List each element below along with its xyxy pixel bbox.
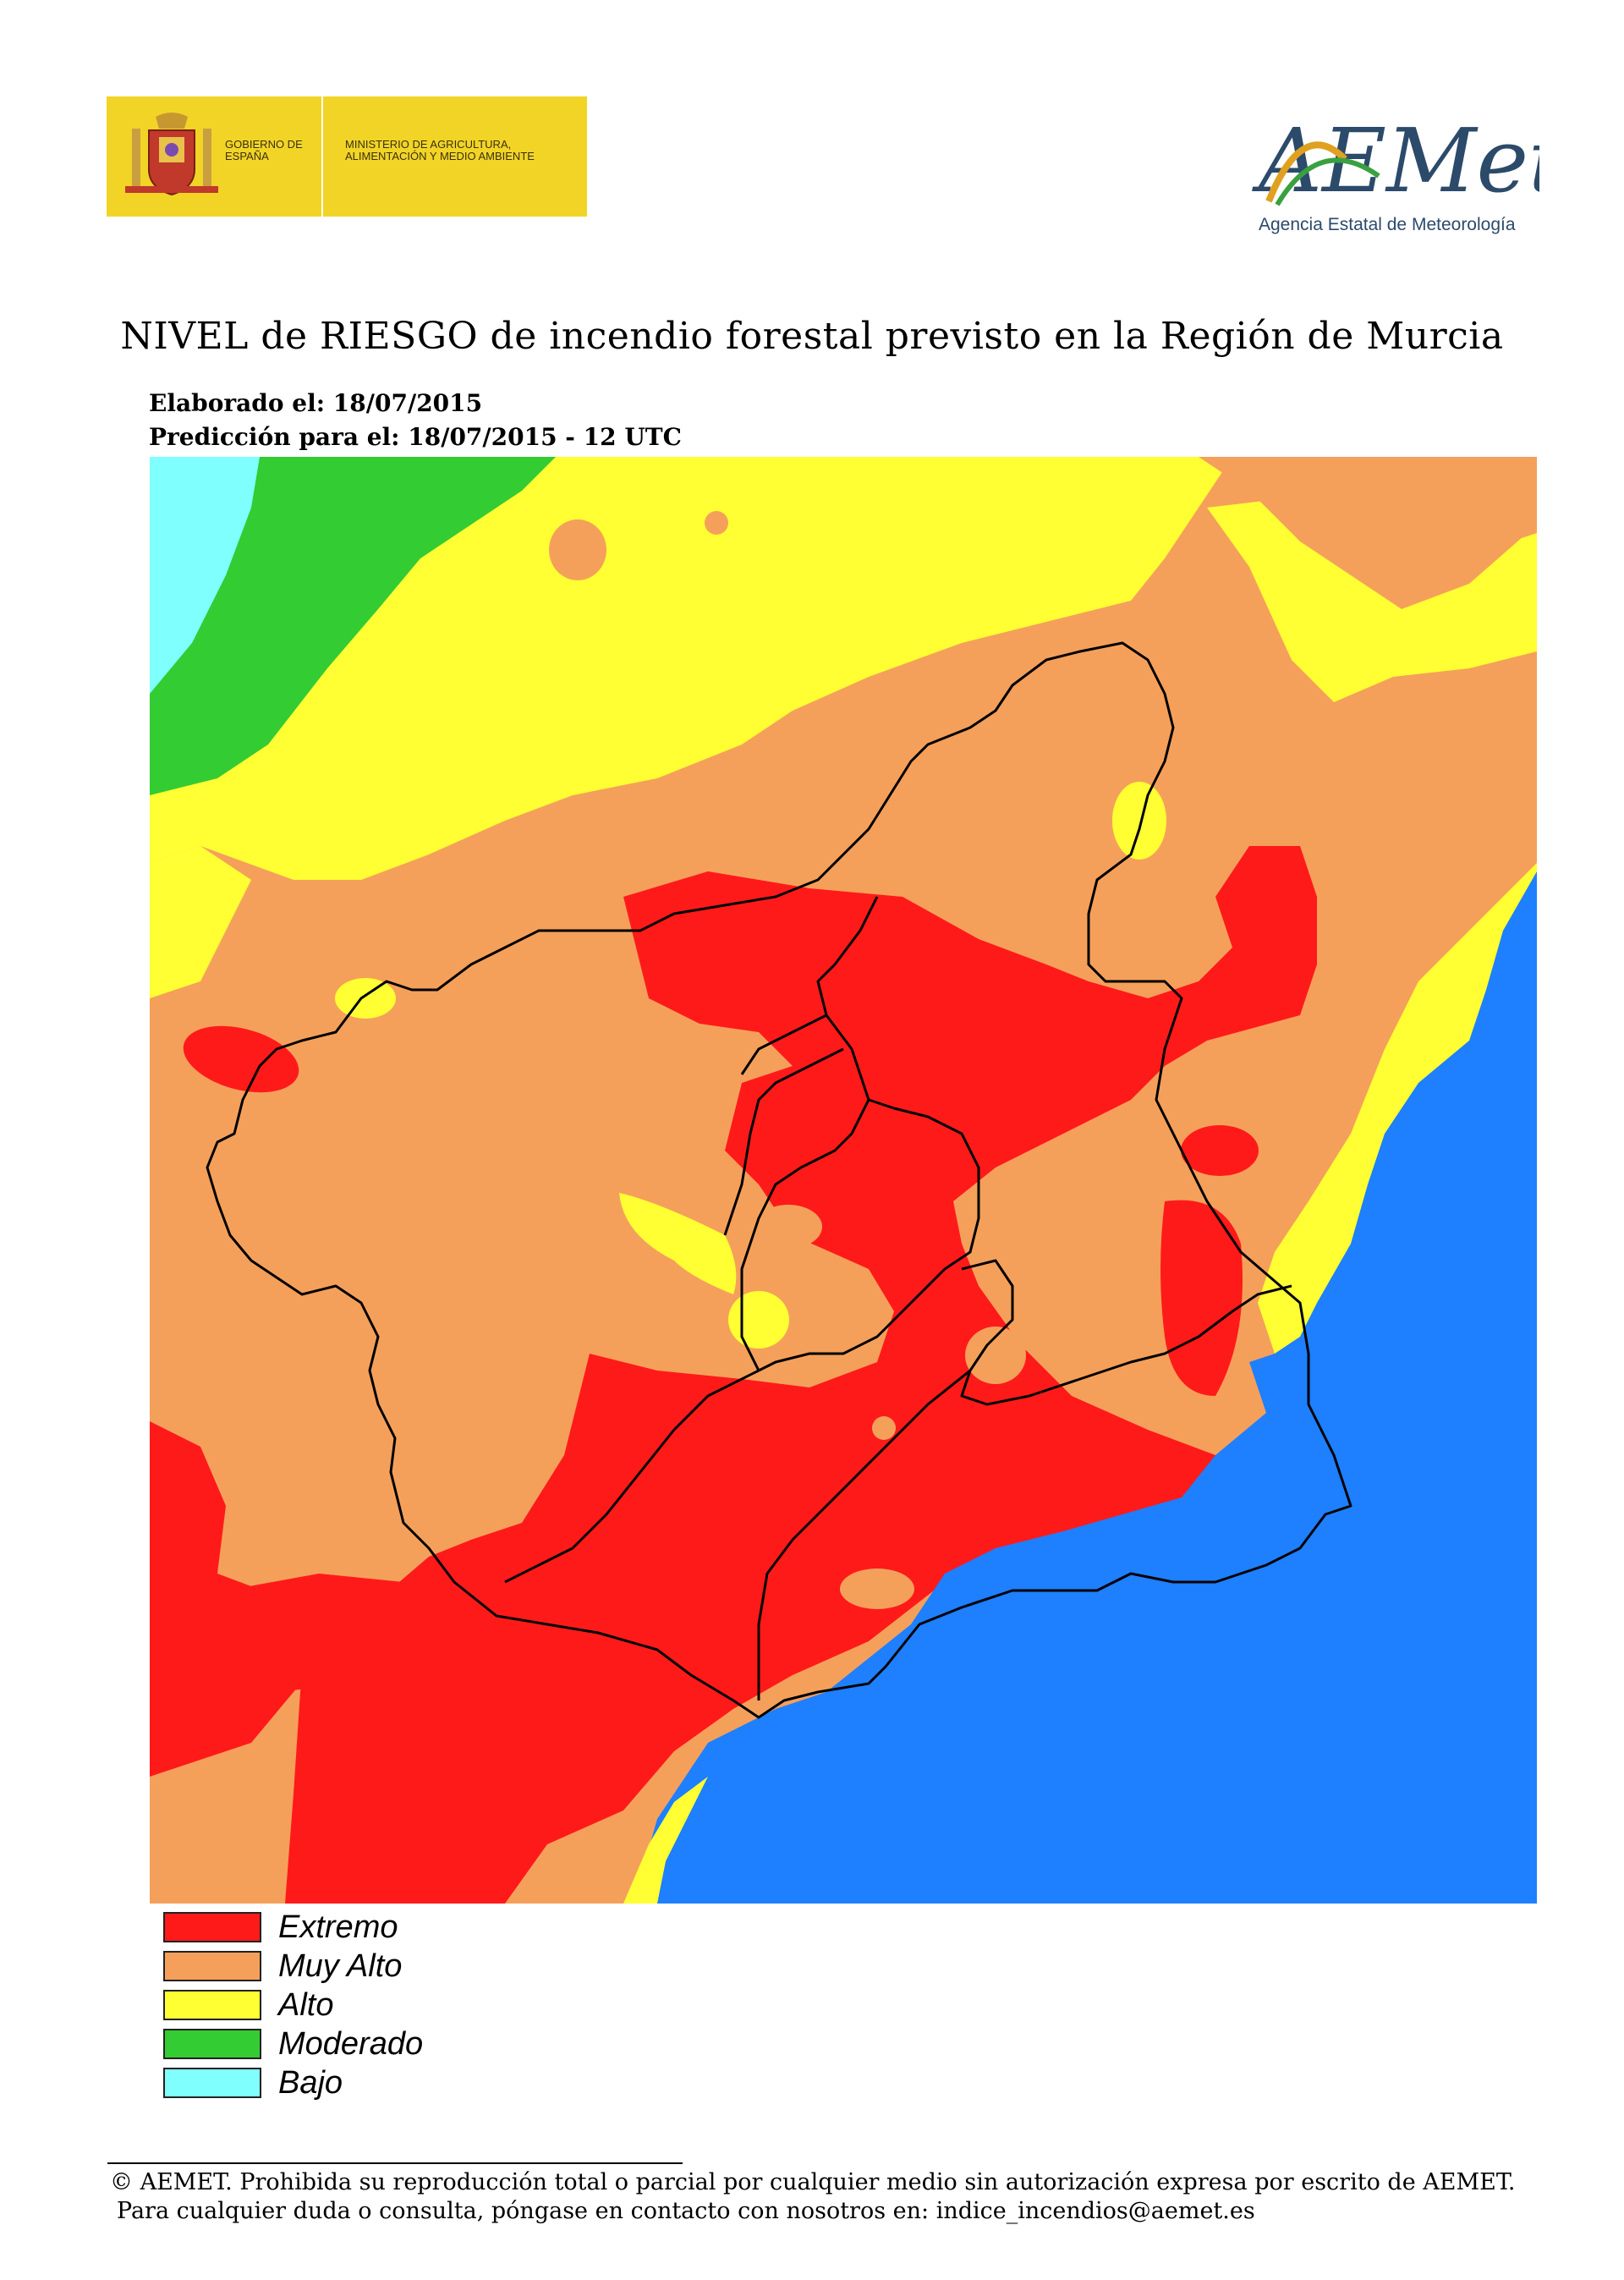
legend-item: Muy Alto	[163, 1948, 502, 1986]
blob-muy-alto-3	[965, 1327, 1026, 1384]
internal-boundary-6	[757, 1369, 971, 1700]
issued-date: Elaborado el: 18/07/2015	[149, 389, 483, 417]
banner-divider	[321, 96, 323, 217]
zone-alto-west	[150, 846, 251, 998]
blob-muy-alto-2	[705, 511, 728, 535]
legend-swatch-extremo	[163, 1912, 261, 1942]
blob-muy-alto-5	[872, 1416, 896, 1440]
copyright-notice: © AEMET. Prohibida su reproducción total…	[110, 2169, 1516, 2195]
aemet-logo: AEMet	[1252, 109, 1539, 212]
sea	[640, 871, 1537, 1904]
legend-swatch-bajo	[163, 2068, 261, 2098]
blob-muy-alto-6	[754, 1205, 822, 1249]
legend-item: Moderado	[163, 2025, 502, 2064]
zone-moderado	[150, 457, 556, 795]
region-outline	[206, 641, 1352, 1719]
zone-extremo-central	[285, 846, 1317, 1904]
page-title: NIVEL de RIESGO de incendio forestal pre…	[120, 315, 1504, 358]
blob-alto-4	[728, 1291, 789, 1349]
agency-name: Agencia Estatal de Meteorología	[1259, 215, 1516, 234]
internal-boundary-5	[504, 1369, 760, 1584]
legend-label: Alto	[278, 1987, 334, 2023]
internal-boundary-7	[740, 1014, 827, 1075]
blob-extremo-3	[1160, 1200, 1243, 1396]
legend-swatch-moderado	[163, 2029, 261, 2059]
legend-item: Bajo	[163, 2064, 502, 2103]
region-boundaries	[206, 641, 1352, 1719]
legend-label: Moderado	[278, 2026, 424, 2062]
legend-item: Extremo	[163, 1909, 502, 1948]
legend-label: Extremo	[278, 1909, 398, 1945]
forecast-date: Predicción para el: 18/07/2015 - 12 UTC	[149, 423, 682, 451]
blob-muy-alto-4	[840, 1569, 914, 1609]
legend-swatch-alto	[163, 1990, 261, 2020]
zone-extremo-west2	[226, 1574, 420, 1692]
zone-alto-coast	[1258, 863, 1537, 1354]
blob-muy-alto-1	[549, 519, 606, 580]
blob-alto-3	[619, 1193, 737, 1294]
zone-muy-alto-ne2	[1402, 457, 1537, 550]
internal-boundary-4	[960, 1259, 1292, 1406]
legend-label: Bajo	[278, 2065, 343, 2101]
legend-label: Muy Alto	[278, 1948, 403, 1984]
zone-alto-north	[150, 457, 1232, 880]
internal-boundary-1	[740, 896, 879, 1371]
legend-item: Alto	[163, 1986, 502, 2025]
fire-risk-map	[150, 457, 1537, 1904]
blob-extremo-1	[183, 1025, 299, 1093]
coat-of-arms-icon	[125, 113, 218, 196]
footer-rule	[107, 2162, 683, 2164]
mar-menor	[1266, 1354, 1351, 1506]
contact-notice: Para cualquier duda o consulta, póngase …	[117, 2198, 1255, 2224]
gov-label: Gobierno de España	[225, 138, 303, 162]
blob-extremo-2	[1181, 1125, 1259, 1176]
blob-alto-1	[1112, 782, 1166, 860]
zone-alto-sw-coast	[623, 1777, 708, 1904]
legend-swatch-muy-alto	[163, 1951, 261, 1981]
zone-bajo	[150, 457, 260, 694]
internal-boundary-3	[758, 1098, 980, 1372]
blob-alto-2	[335, 978, 396, 1019]
aemet-logo-text: AEMet	[1252, 109, 1539, 212]
internal-boundary-2	[723, 1047, 844, 1236]
ministry-label: Ministerio de Agricultura, Alimentación …	[345, 138, 535, 162]
government-banner: Gobierno de España Ministerio de Agricul…	[107, 96, 587, 217]
